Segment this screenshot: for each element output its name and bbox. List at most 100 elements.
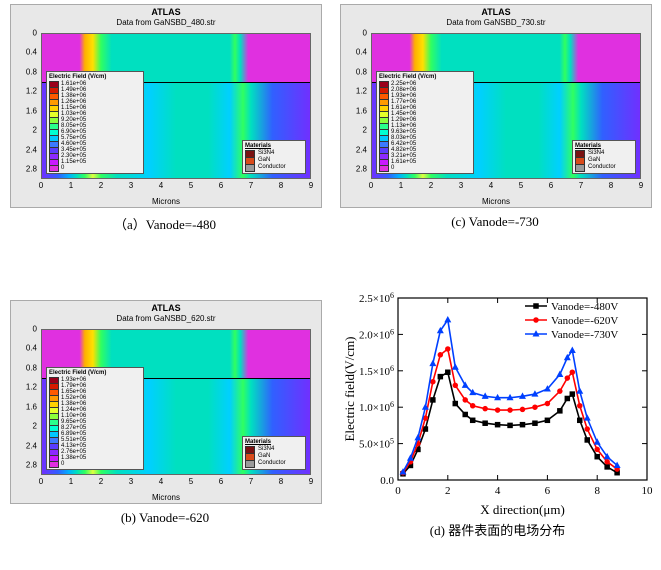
y-tick: 2.4 <box>356 145 367 154</box>
x-tick: 3 <box>459 181 463 190</box>
series-marker <box>483 421 488 426</box>
series-marker <box>431 398 436 403</box>
legend-label: GaN <box>588 157 600 164</box>
legend-swatch <box>245 460 255 468</box>
series-marker <box>578 403 583 408</box>
series-marker <box>508 423 513 428</box>
atlas-title: ATLAS <box>341 7 651 17</box>
x-tick: 0 <box>39 181 43 190</box>
series-marker <box>570 370 575 375</box>
panel-c: ATLAS Data from GaNSBD_730.str 00.40.81.… <box>340 4 650 230</box>
atlas-plot-b: ATLAS Data from GaNSBD_620.str 00.40.81.… <box>10 300 322 504</box>
series-marker <box>565 396 570 401</box>
y-tick: 2.8 <box>356 165 367 174</box>
x-tick-label: 10 <box>642 485 654 497</box>
field-legend-row: 0 <box>49 165 141 171</box>
y-tick-label: 1.5×106 <box>359 363 394 378</box>
series-marker <box>508 408 513 413</box>
x-tick: 8 <box>279 181 283 190</box>
series-marker <box>605 465 610 470</box>
series-marker <box>565 376 570 381</box>
series-marker <box>570 392 575 397</box>
field-legend-row: 0 <box>379 165 471 171</box>
y-tick-label: 5.0×105 <box>359 436 394 451</box>
y-tick: 2 <box>363 126 367 135</box>
series-marker <box>470 418 475 423</box>
x-tick: 2 <box>429 181 433 190</box>
y-tick: 2 <box>33 422 37 431</box>
atlas-subtitle: Data from GaNSBD_620.str <box>11 314 321 323</box>
x-tick-label: 4 <box>495 485 501 497</box>
series-marker <box>605 460 610 465</box>
atlas-title: ATLAS <box>11 7 321 17</box>
series-marker <box>446 347 451 352</box>
y-tick: 2.4 <box>26 145 37 154</box>
series-marker <box>545 401 550 406</box>
x-tick: 2 <box>99 181 103 190</box>
x-axis-ticks: 0123456789 <box>41 181 311 195</box>
field-legend-title: Electric Field (V/cm) <box>49 370 141 376</box>
y-tick-label: 0.0 <box>380 475 394 487</box>
legend-label: Conductor <box>588 164 616 171</box>
panel-b: ATLAS Data from GaNSBD_620.str 00.40.81.… <box>10 300 320 526</box>
y-tick-label: 1.0×106 <box>359 400 394 415</box>
series-marker <box>595 447 600 452</box>
x-tick: 3 <box>129 477 133 486</box>
y-axis-ticks: 00.40.81.21.622.42.8 <box>341 33 369 179</box>
y-tick: 2 <box>33 126 37 135</box>
legend-swatch <box>49 165 59 172</box>
atlas-subtitle: Data from GaNSBD_730.str <box>341 18 651 27</box>
caption-d: (d) 器件表面的电场分布 <box>340 520 655 539</box>
series-marker <box>463 398 468 403</box>
y-tick-label: 2.0×106 <box>359 327 394 342</box>
line-chart: 0.05.0×1051.0×1061.5×1062.0×1062.5×10602… <box>340 288 655 518</box>
materials-legend-title: Materials <box>575 143 633 149</box>
y-tick: 2.8 <box>26 461 37 470</box>
x-axis-label: X direction(μm) <box>480 502 565 517</box>
materials-legend-row: Conductor <box>245 164 303 171</box>
x-tick: 7 <box>249 477 253 486</box>
x-tick: 5 <box>189 477 193 486</box>
legend-label: Si3N4 <box>258 446 274 453</box>
x-tick: 1 <box>399 181 403 190</box>
x-tick: 7 <box>249 181 253 190</box>
legend-label: Vanode=-480V <box>551 301 618 313</box>
legend-value: 0 <box>391 165 394 171</box>
field-legend: Electric Field (V/cm) 2.25e+062.08e+061.… <box>376 71 474 174</box>
x-tick: 1 <box>69 477 73 486</box>
atlas-title: ATLAS <box>11 303 321 313</box>
x-tick: 0 <box>39 477 43 486</box>
field-legend-row: 0 <box>49 461 141 467</box>
y-tick: 0.8 <box>26 67 37 76</box>
series-marker <box>495 408 500 413</box>
x-tick: 6 <box>549 181 553 190</box>
y-tick: 1.6 <box>26 106 37 115</box>
x-axis-ticks: 0123456789 <box>371 181 641 195</box>
legend-swatch <box>379 165 389 172</box>
series-marker <box>533 405 538 410</box>
field-legend-title: Electric Field (V/cm) <box>49 74 141 80</box>
series-marker <box>558 389 563 394</box>
field-legend: Electric Field (V/cm) 1.61e+061.49e+061.… <box>46 71 144 174</box>
y-tick: 0.4 <box>26 48 37 57</box>
y-axis-ticks: 00.40.81.21.622.42.8 <box>11 329 39 475</box>
series-marker <box>470 403 475 408</box>
materials-legend-row: Conductor <box>245 460 303 467</box>
legend-value: 0 <box>61 461 64 467</box>
legend-value: 1.38e+05 <box>61 455 86 461</box>
x-tick-label: 6 <box>545 485 551 497</box>
atlas-plot-c: ATLAS Data from GaNSBD_730.str 00.40.81.… <box>340 4 652 208</box>
atlas-plot-a: ATLAS Data from GaNSBD_480.str 00.40.81.… <box>10 4 322 208</box>
y-tick: 0 <box>363 29 367 38</box>
y-tick: 1.2 <box>356 87 367 96</box>
x-tick: 4 <box>489 181 493 190</box>
x-tick-label: 2 <box>445 485 451 497</box>
x-axis-ticks: 0123456789 <box>41 477 311 491</box>
panel-a: ATLAS Data from GaNSBD_480.str 00.40.81.… <box>10 4 320 233</box>
x-tick: 5 <box>189 181 193 190</box>
materials-legend: Materials Si3N4GaNConductor <box>572 140 636 174</box>
series-marker <box>595 454 600 459</box>
series-marker <box>520 407 525 412</box>
series-marker <box>438 374 443 379</box>
legend-label: GaN <box>258 157 270 164</box>
